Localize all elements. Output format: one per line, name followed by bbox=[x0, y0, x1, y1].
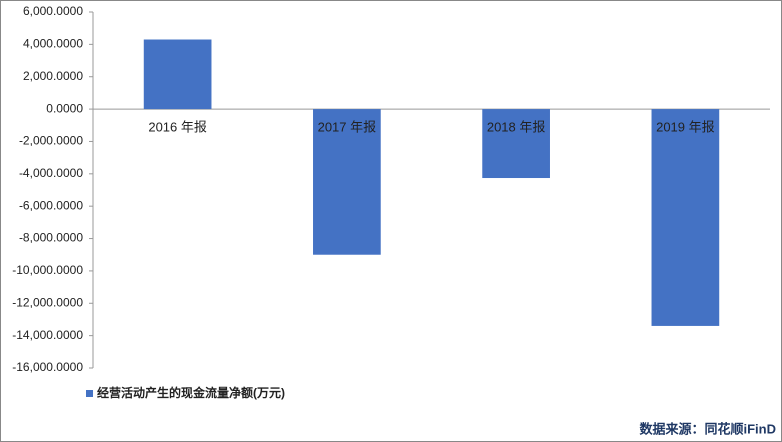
y-tick-label: -6,000.0000 bbox=[19, 198, 83, 212]
legend-label: 经营活动产生的现金流量净额(万元) bbox=[97, 385, 285, 400]
y-tick-label: -4,000.0000 bbox=[19, 166, 83, 180]
x-tick-label: 2018 年报 bbox=[487, 120, 546, 135]
bar bbox=[651, 109, 720, 326]
x-tick-label: 2019 年报 bbox=[656, 120, 715, 135]
y-tick-label: -8,000.0000 bbox=[19, 231, 83, 245]
bar bbox=[482, 109, 550, 179]
bar bbox=[313, 109, 381, 255]
y-tick-label: -16,000.0000 bbox=[12, 360, 83, 374]
source: 数据来源：同花顺iFinD bbox=[640, 421, 777, 436]
y-tick-label: 4,000.0000 bbox=[23, 37, 83, 51]
y-tick-label: 2,000.0000 bbox=[23, 69, 83, 83]
y-tick-label: -12,000.0000 bbox=[12, 295, 83, 309]
x-tick-label: 2016 年报 bbox=[148, 120, 207, 135]
y-tick-label: -14,000.0000 bbox=[12, 328, 83, 342]
bar bbox=[143, 39, 212, 110]
y-tick-label: 0.0000 bbox=[46, 101, 83, 115]
y-tick-label: -2,000.0000 bbox=[19, 134, 83, 148]
x-tick-label: 2017 年报 bbox=[318, 120, 377, 135]
y-tick-label: -10,000.0000 bbox=[12, 263, 83, 277]
y-tick-label: 6,000.0000 bbox=[23, 4, 83, 18]
legend-swatch bbox=[86, 390, 93, 397]
